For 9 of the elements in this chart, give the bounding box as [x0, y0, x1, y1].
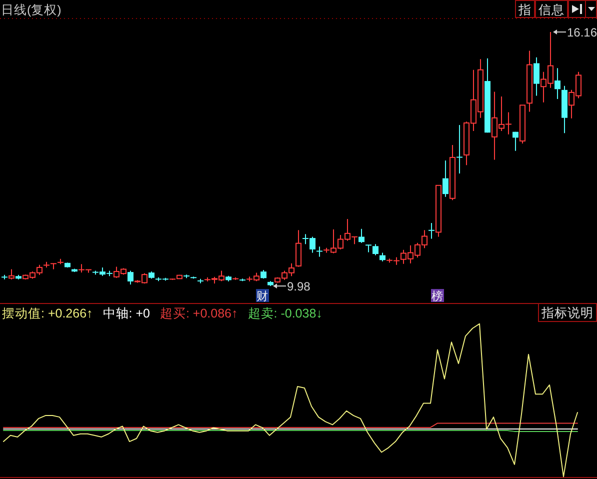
text: 信息	[538, 3, 564, 17]
legend: 摆动值: +0.266↑ 中轴: +0 超买: +0.086↑ 超卖: -0.038↓	[2, 306, 322, 320]
chart-title: 日线(复权)	[1, 3, 62, 17]
annotation: 9.98	[287, 280, 311, 294]
annotation: 16.16	[567, 26, 597, 40]
text: 指	[518, 3, 532, 17]
text: 指标说明	[540, 306, 594, 320]
x-tick-label: 榜	[432, 290, 444, 303]
x-tick-label: 财	[256, 290, 268, 303]
